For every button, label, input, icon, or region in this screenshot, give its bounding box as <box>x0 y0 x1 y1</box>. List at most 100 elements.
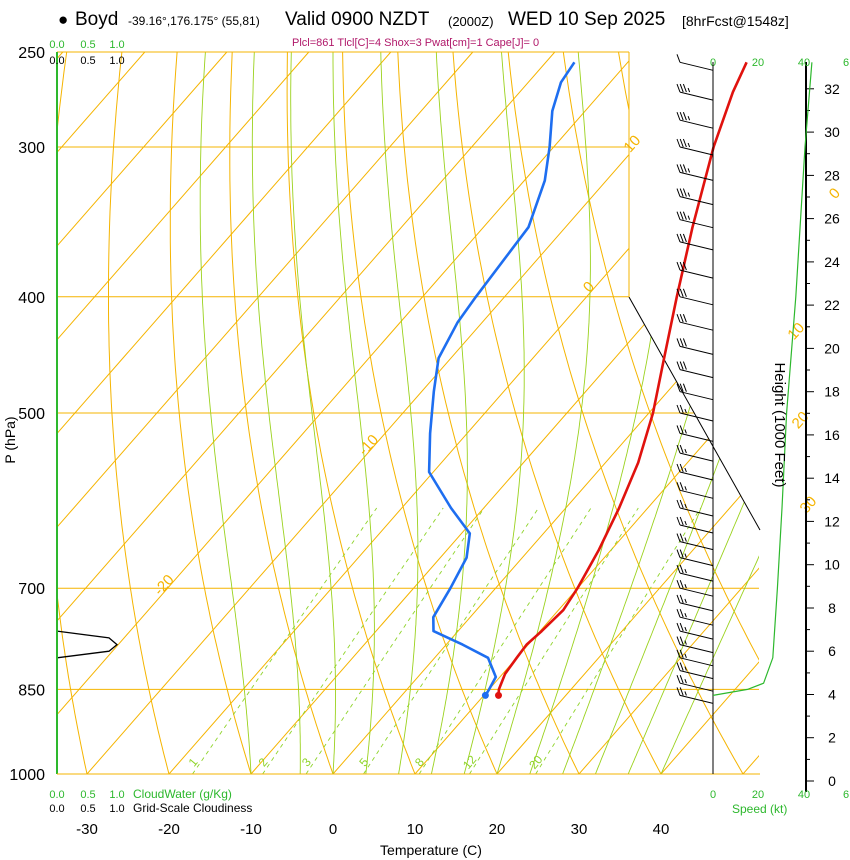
wind-boundary-line <box>628 296 761 531</box>
wind-barb-staff <box>679 694 714 704</box>
dry-adiabat-line <box>452 52 662 774</box>
wind-barb <box>676 549 714 567</box>
wind-barb <box>676 404 714 422</box>
height-tick-label: 32 <box>824 81 840 97</box>
wind-barb-half <box>687 168 691 173</box>
y-tick-label: 300 <box>18 140 45 157</box>
wind-barb-staff <box>679 452 714 462</box>
wind-barb-flag <box>679 444 684 454</box>
wind-barb-flag <box>679 211 684 220</box>
height-tick-label: 10 <box>824 557 840 573</box>
dry-adiabat-line <box>507 52 744 774</box>
wind-barb-half <box>687 87 691 93</box>
wind-barb-flag <box>682 314 687 323</box>
wind-barb-flag <box>676 636 681 645</box>
wind-barb-staff <box>679 630 714 640</box>
moist-adiabat-line <box>199 52 252 774</box>
wind-barb-flag <box>679 338 684 347</box>
wind-barb-flag <box>682 188 687 197</box>
mixing-ratio-line <box>192 507 378 774</box>
wind-barb-flag <box>676 288 681 297</box>
x-tick-label: 0 <box>329 821 337 838</box>
wind-barb-half <box>687 116 691 121</box>
wind-barb-half <box>684 448 687 454</box>
moist-adiabat-line <box>290 52 336 774</box>
wind-barb-staff <box>679 602 714 612</box>
wind-barb-flag <box>676 687 681 696</box>
wind-barb <box>676 662 714 680</box>
wind-barb-flag <box>679 516 684 526</box>
wind-barb-staff <box>679 524 714 534</box>
wind-barb <box>676 564 714 582</box>
wind-barb-flag <box>676 549 681 558</box>
height-tick-label: 0 <box>828 773 836 789</box>
wind-barb-half <box>684 537 687 542</box>
wind-barb-staff <box>679 219 714 229</box>
station-bullet: ● <box>58 10 69 29</box>
wind-barb-half <box>684 626 687 632</box>
wind-barb <box>676 425 714 442</box>
surface-dewpoint-dot <box>481 691 489 699</box>
mixing-ratio-label: 1 <box>186 755 201 769</box>
mixing-ratio-line <box>535 507 701 774</box>
valid-date: WED 10 Sep 2025 <box>508 9 666 30</box>
wind-barb-flag <box>679 636 684 645</box>
isotherm-line <box>57 52 228 247</box>
moist-adiabat-line <box>594 348 759 774</box>
wind-barb-staff <box>679 241 714 251</box>
valid-time: Valid 0900 NZDT <box>285 9 430 30</box>
wind-barb-flag <box>676 361 681 370</box>
wind-barb-half <box>687 142 691 148</box>
wind-barb-flag <box>676 564 681 574</box>
wind-barb <box>676 499 714 517</box>
wind-barb-flag <box>679 499 684 509</box>
wind-barb-half <box>684 520 687 526</box>
x-axis-title: Temperature (C) <box>380 842 482 858</box>
wind-barb-flag <box>676 463 681 473</box>
wind-barb-half <box>684 553 687 558</box>
height-tick-label: 8 <box>828 600 836 616</box>
wind-barb-flag <box>682 233 687 243</box>
mixing-ratio-label: 12 <box>460 752 480 771</box>
wind-speed-profile <box>712 62 813 696</box>
height-tick-label: 20 <box>824 340 840 356</box>
height-tick-label: 24 <box>824 254 840 270</box>
wind-barb-half <box>684 691 687 696</box>
wind-barb-flag <box>679 649 684 658</box>
wind-barb-staff <box>679 557 714 567</box>
speed-tick-bottom: 20 <box>752 789 764 801</box>
surface-temperature-dot <box>495 691 502 699</box>
cloud-scale-bottom-black: 1.0 <box>109 803 124 815</box>
wind-barb-flag <box>679 383 684 392</box>
wind-barb-staff <box>679 119 714 129</box>
cloud-scale-bottom-black: 0.0 <box>49 803 64 815</box>
wind-barb-flag <box>676 675 681 684</box>
wind-barb-half <box>684 598 687 604</box>
wind-barb-half <box>684 503 687 509</box>
wind-barb-half <box>684 429 687 434</box>
wind-barb-staff <box>679 345 714 355</box>
wind-barb <box>676 463 714 481</box>
wind-barb-flag <box>676 533 681 542</box>
wind-barb-flag <box>679 138 684 148</box>
wind-barb-flag <box>679 609 684 618</box>
wind-barb-flag <box>676 622 681 632</box>
dry-adiabat-line <box>57 52 88 774</box>
mixing-ratio-line <box>469 507 639 774</box>
wind-barb-flag <box>676 580 681 589</box>
wind-barb-flag <box>676 383 681 392</box>
x-tick-label: 40 <box>653 821 670 838</box>
height-axis-title: Height (1000 Feet) <box>771 362 788 487</box>
isotherm-line <box>86 52 720 774</box>
wind-barb <box>676 164 714 181</box>
wind-barb <box>676 609 714 626</box>
cloudwater-label: CloudWater (g/Kg) <box>133 787 232 801</box>
cloud-scale-bottom-green: 1.0 <box>109 789 124 801</box>
wind-barb-flag <box>676 164 681 173</box>
wind-barb-staff <box>679 572 714 582</box>
wind-barb-flag <box>679 482 684 491</box>
speed-tick-bottom: 40 <box>798 789 810 801</box>
wind-barb-flag <box>679 580 684 589</box>
speed-tick-top: 40 <box>798 57 810 69</box>
wind-barb-half <box>684 408 687 414</box>
